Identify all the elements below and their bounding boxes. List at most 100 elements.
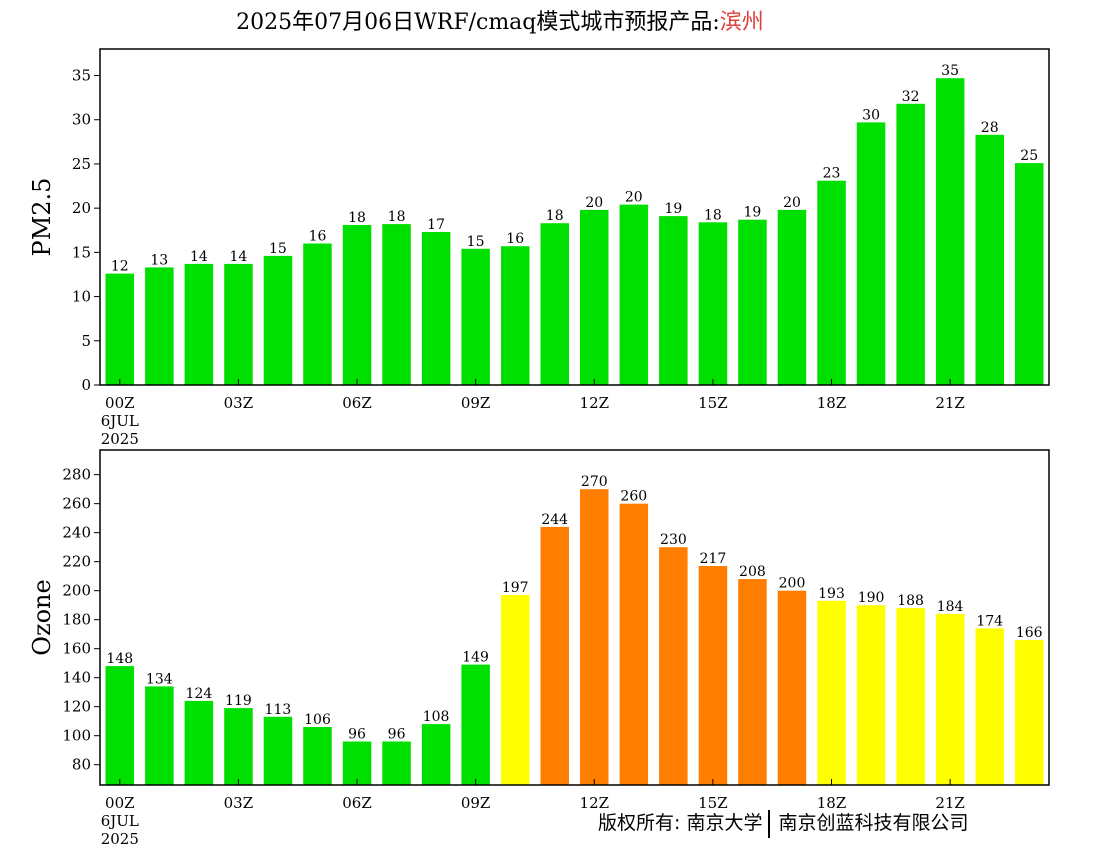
chart-title: 2025年07月06日WRF/cmaq模式城市预报产品:滨州 [0, 4, 1000, 36]
copyright-footer: 版权所有: 南京大学 南京创蓝科技有限公司 [598, 808, 968, 838]
pm25-value-label-6: 18 [348, 210, 366, 226]
ozone-bar-8 [421, 724, 451, 785]
pm25-value-label-8: 17 [427, 217, 445, 233]
pm25-bar-20 [896, 103, 925, 386]
ozone-value-label-9: 149 [462, 650, 489, 666]
pm25-bar-23 [1015, 163, 1044, 385]
pm25-value-label-20: 32 [902, 89, 920, 105]
ozone-value-label-19: 190 [858, 590, 885, 606]
pm25-value-label-13: 20 [625, 190, 643, 206]
pm25-value-label-4: 15 [269, 241, 287, 257]
pm25-ytick-label-4: 20 [72, 199, 91, 217]
pm25-xtick-label-3: 03Z [224, 394, 254, 412]
pm25-bar-16 [738, 219, 767, 385]
pm25-bar-17 [777, 209, 807, 385]
ozone-bar-19 [856, 605, 886, 785]
ozone-value-label-12: 270 [581, 474, 608, 490]
pm25-bar-13 [619, 204, 649, 385]
ozone-bar-14 [659, 547, 688, 785]
ozone-bar-21 [935, 613, 965, 785]
ozone-bar-22 [975, 628, 1004, 785]
pm25-value-label-0: 12 [111, 259, 129, 275]
pm25-xtick-label-9: 09Z [461, 394, 491, 412]
ozone-ytick-label-1: 100 [62, 727, 91, 745]
ozone-bar-1 [145, 686, 174, 785]
pm25-value-label-12: 20 [585, 195, 603, 211]
ozone-bar-20 [896, 608, 925, 785]
ozone-bar-17 [777, 590, 807, 785]
pm25-value-label-11: 18 [546, 208, 564, 224]
ozone-date-label-1: 2025 [101, 830, 139, 848]
ozone-ytick-label-3: 140 [62, 669, 91, 687]
pm25-bar-4 [263, 255, 293, 385]
copyright-right: 南京创蓝科技有限公司 [778, 812, 969, 834]
pm25-date-label-1: 2025 [101, 430, 139, 448]
chart-title-prefix: 2025年07月06日WRF/cmaq模式城市预报产品: [236, 10, 720, 35]
pm25-ytick-label-1: 5 [81, 332, 91, 350]
ozone-bar-12 [580, 489, 609, 785]
ozone-bar-16 [738, 579, 767, 785]
pm25-xtick-label-21: 21Z [935, 394, 965, 412]
ozone-value-label-10: 197 [502, 580, 529, 596]
pm25-value-label-17: 20 [783, 195, 801, 211]
copyright-left: 版权所有: 南京大学 [598, 812, 763, 834]
ozone-value-label-18: 193 [818, 586, 845, 602]
ozone-value-label-21: 184 [937, 599, 964, 615]
ozone-value-label-14: 230 [660, 532, 687, 548]
pm25-value-label-10: 16 [506, 231, 524, 247]
pm25-value-label-3: 14 [229, 249, 247, 265]
ozone-value-label-4: 113 [265, 702, 292, 718]
pm25-bar-3 [224, 263, 253, 385]
ozone-value-label-22: 174 [976, 613, 1003, 629]
ozone-value-label-16: 208 [739, 564, 766, 580]
pm25-value-label-7: 18 [388, 209, 406, 225]
ozone-panel: 148 00Z 134 124 119 03Z 113 106 96 06Z 96 108 149 09Z… [28, 449, 1050, 848]
ozone-xtick-label-9: 09Z [461, 794, 491, 812]
pm25-value-label-23: 25 [1020, 148, 1038, 164]
ozone-bar-5 [303, 727, 332, 785]
ozone-value-label-6: 96 [348, 727, 366, 743]
pm25-bar-6 [342, 225, 372, 385]
ozone-bar-0 [105, 666, 134, 785]
pm25-value-label-18: 23 [823, 166, 841, 182]
pm25-bar-22 [975, 134, 1004, 385]
ozone-xtick-label-12: 12Z [580, 794, 610, 812]
pm25-ytick-label-5: 25 [72, 155, 91, 173]
pm25-ytick-label-6: 30 [72, 111, 91, 129]
ozone-bar-2 [184, 700, 214, 785]
pm25-bar-21 [935, 78, 965, 385]
pm25-bar-15 [698, 222, 728, 385]
ozone-ytick-label-4: 160 [62, 640, 91, 658]
copyright-separator [768, 809, 771, 838]
ozone-bar-4 [263, 716, 293, 785]
pm25-value-label-22: 28 [981, 120, 999, 136]
pm25-bar-14 [659, 216, 688, 385]
ozone-bar-3 [224, 708, 253, 785]
pm25-xtick-label-6: 06Z [342, 394, 372, 412]
ozone-ytick-label-8: 240 [62, 524, 91, 542]
pm25-bar-12 [580, 209, 609, 385]
ozone-value-label-0: 148 [106, 651, 133, 667]
ozone-xtick-label-21: 21Z [935, 794, 965, 812]
pm25-ytick-label-3: 15 [72, 243, 91, 261]
ozone-ytick-label-2: 120 [62, 698, 91, 716]
ozone-xtick-label-15: 15Z [698, 794, 728, 812]
ozone-value-label-8: 108 [423, 709, 450, 725]
ozone-value-label-11: 244 [541, 512, 568, 528]
ozone-xtick-label-6: 06Z [342, 794, 372, 812]
chart-title-city: 滨州 [719, 10, 764, 35]
pm25-frame [99, 48, 1050, 386]
ozone-bar-11 [540, 526, 569, 785]
pm25-bar-18 [817, 180, 846, 385]
pm25-value-label-15: 18 [704, 207, 722, 223]
ozone-bar-23 [1015, 640, 1044, 785]
ozone-bar-9 [461, 664, 490, 785]
ozone-value-label-5: 106 [304, 712, 331, 728]
pm25-xtick-label-0: 00Z [105, 394, 135, 412]
ozone-value-label-13: 260 [620, 489, 647, 505]
ozone-xtick-label-3: 03Z [224, 794, 254, 812]
pm25-value-label-1: 13 [150, 252, 168, 268]
pm25-date-label-0: 6JUL [101, 412, 139, 430]
ozone-xtick-label-18: 18Z [817, 794, 847, 812]
